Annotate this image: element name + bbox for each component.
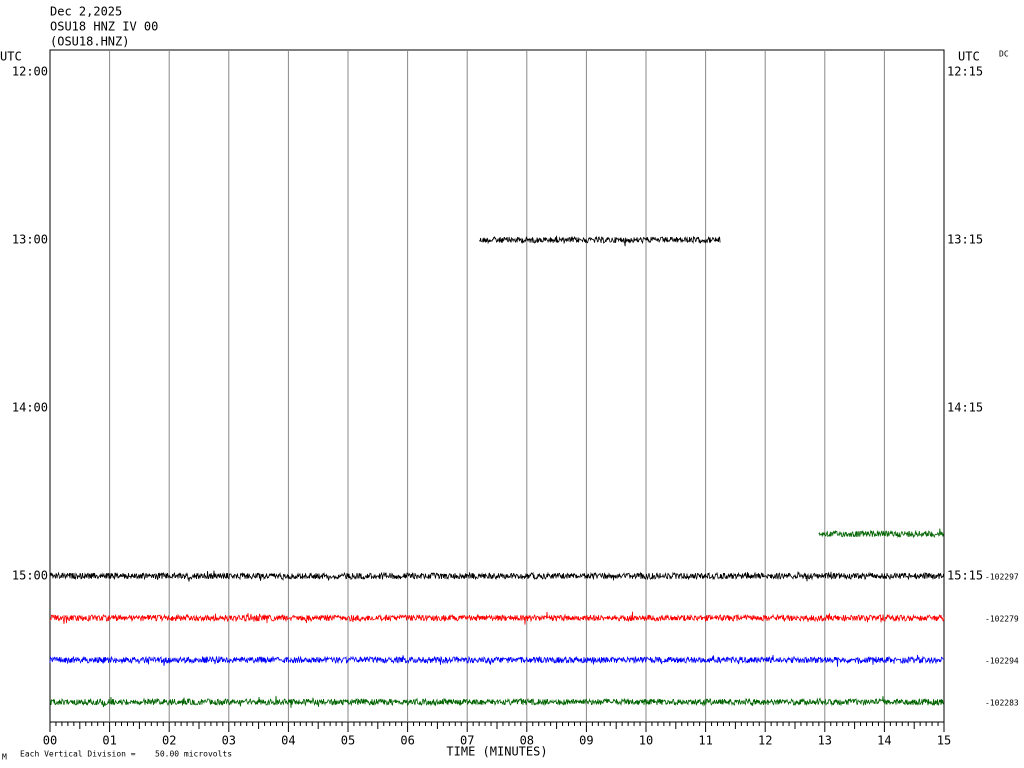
- x-tick-label: 02: [162, 734, 176, 748]
- x-tick-label: 10: [639, 734, 653, 748]
- left-time-label: 14:00: [12, 401, 48, 415]
- right-axis-title: UTC: [958, 50, 980, 64]
- offset-label: -102297: [985, 573, 1019, 582]
- scale-value: 50.00 microvolts: [155, 750, 232, 759]
- dc-label: DC: [999, 50, 1009, 59]
- x-tick-label: 06: [400, 734, 414, 748]
- offset-label: -102283: [985, 699, 1019, 708]
- left-time-label: 12:00: [12, 65, 48, 79]
- date: Dec 2,2025: [50, 5, 122, 19]
- right-time-label: 13:15: [947, 233, 983, 247]
- x-tick-label: 07: [460, 734, 474, 748]
- offset-label: -102294: [985, 657, 1019, 666]
- right-time-label: 15:15: [947, 569, 983, 583]
- station: OSU18 HNZ IV 00: [50, 20, 158, 34]
- left-time-label: 13:00: [12, 233, 48, 247]
- x-tick-label: 01: [102, 734, 116, 748]
- x-tick-label: 05: [341, 734, 355, 748]
- plot-frame: [49, 49, 945, 723]
- x-tick-label: 11: [698, 734, 712, 748]
- x-tick-label: 09: [579, 734, 593, 748]
- x-tick-label: 00: [43, 734, 57, 748]
- seismic-trace: [49, 570, 945, 582]
- seismic-trace: [49, 654, 945, 667]
- right-time-label: 12:15: [947, 65, 983, 79]
- offset-label: -102279: [985, 615, 1019, 624]
- x-tick-label: 13: [818, 734, 832, 748]
- seismic-trace: [818, 528, 945, 539]
- grid: 00 01 02 03 04 05 06 07 08 09 10 11 12 13 14 15 12:00 13:…: [12, 50, 983, 748]
- left-axis-title: UTC: [0, 50, 22, 64]
- right-time-label: 14:15: [947, 401, 983, 415]
- x-tick-label: 15: [937, 734, 951, 748]
- left-time-label: 15:00: [12, 569, 48, 583]
- scale-text: Each Vertical Division =: [20, 750, 136, 759]
- x-tick-label: 08: [520, 734, 534, 748]
- traces: -102297 -102279 -102294 -102283: [49, 235, 1019, 708]
- seismic-trace: [49, 695, 944, 708]
- x-tick-label: 12: [758, 734, 772, 748]
- x-tick-label: 03: [222, 734, 236, 748]
- footer-mark: M: [2, 753, 7, 762]
- seismic-trace: [479, 235, 721, 247]
- seismic-trace: [49, 611, 945, 625]
- channel: (OSU18.HNZ): [50, 35, 129, 49]
- x-tick-label: 04: [281, 734, 295, 748]
- x-tick-label: 14: [877, 734, 891, 748]
- x-axis-title: TIME (MINUTES): [446, 745, 547, 759]
